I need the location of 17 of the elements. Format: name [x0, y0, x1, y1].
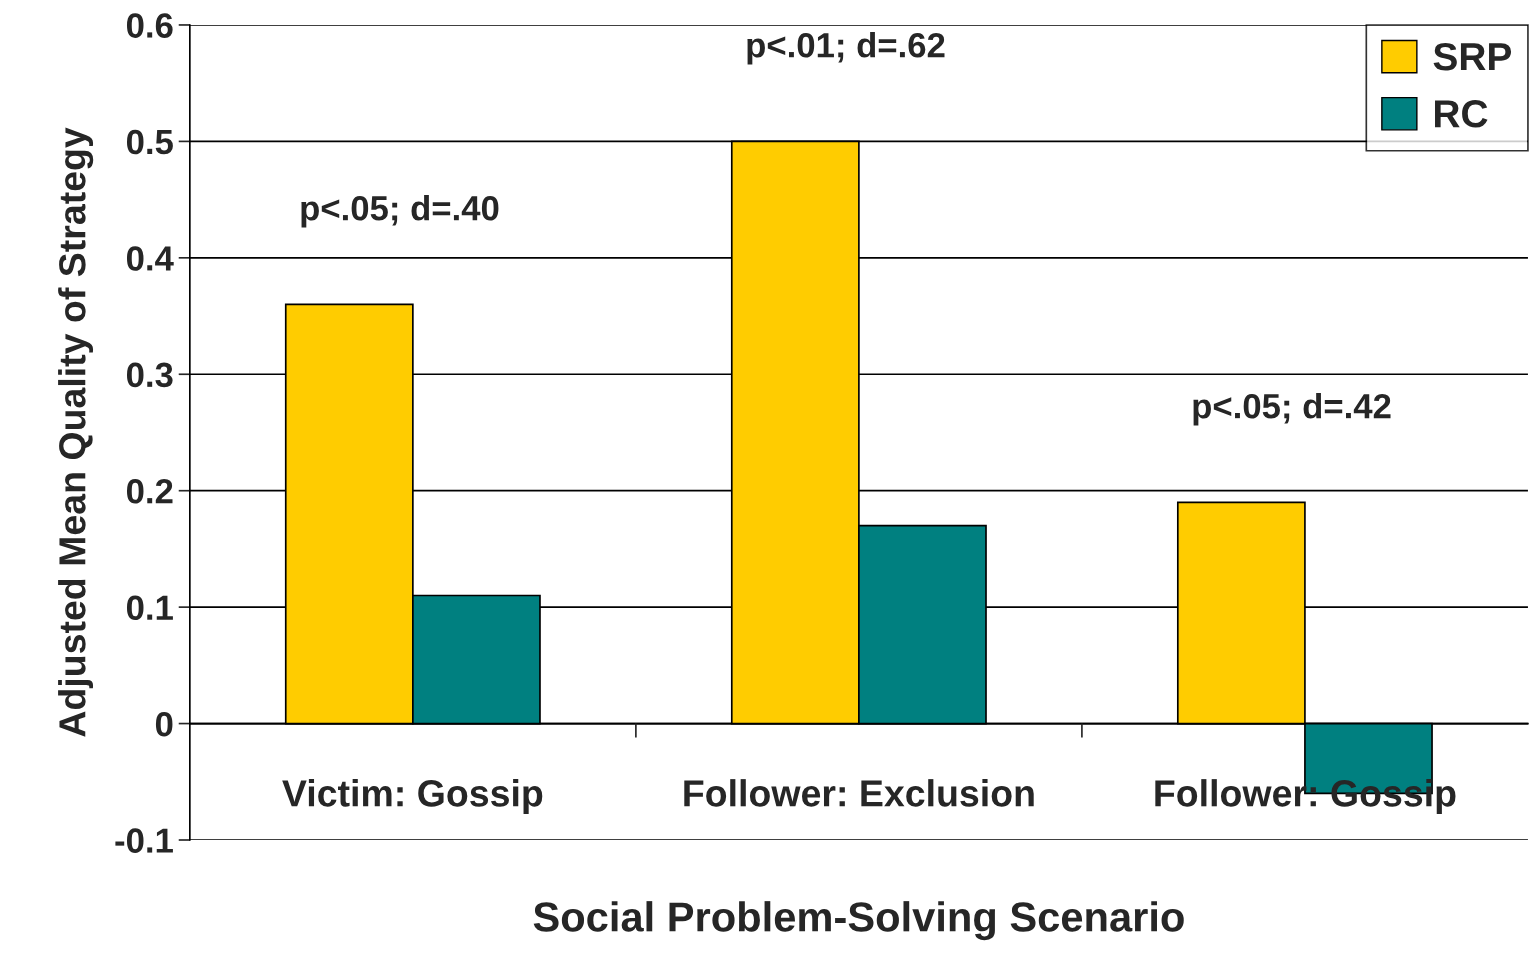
- y-tick-label: 0: [155, 711, 173, 737]
- y-tick-label: 0.6: [126, 13, 173, 38]
- y-tick-label: 0.5: [126, 129, 173, 155]
- x-tick-label: Victim: Gossip: [282, 779, 543, 815]
- y-tick-label: 0.3: [126, 362, 173, 388]
- legend-label: SRP: [1433, 42, 1512, 71]
- y-tick-label: 0.4: [126, 246, 174, 271]
- y-axis-title: Adjusted Mean Quality of Strategy: [58, 127, 94, 737]
- annotation: p<.01; d=.62: [747, 32, 945, 65]
- annotation: p<.05; d=.40: [301, 195, 499, 228]
- y-tick-label: 0.2: [126, 479, 173, 504]
- legend-label: RC: [1435, 99, 1488, 128]
- annotation: p<.05; d=.42: [1193, 393, 1391, 426]
- x-axis-title: Social Problem-Solving Scenario: [533, 901, 1184, 941]
- y-tick-label: 0.1: [126, 595, 173, 621]
- x-tick-label: Follower: Exclusion: [684, 779, 1034, 807]
- y-tick-label: -0.1: [115, 828, 173, 853]
